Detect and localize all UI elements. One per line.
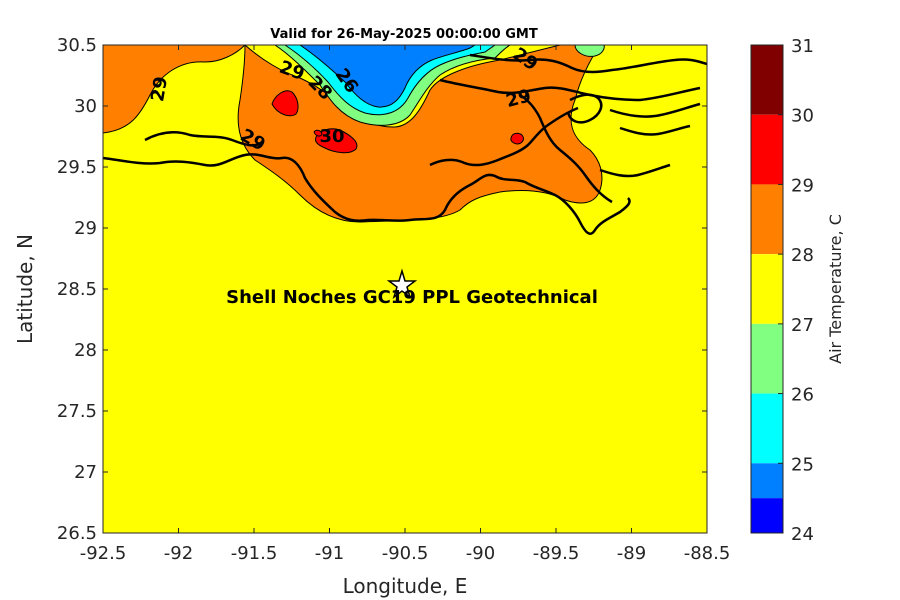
temperature-band-29-central [237,45,603,223]
temperature-patch-30-a [271,90,299,117]
colorbar-tick-label: 31 [791,36,814,57]
temperature-patch-30-c [510,132,524,145]
colorbar-segment [751,184,783,255]
y-tick-label: 29.5 [57,157,97,178]
y-tick-label: 30.5 [57,35,97,56]
colorbar-segment [751,254,783,324]
colorbar-tick-label: 28 [791,245,814,266]
y-tick-label: 29 [74,218,97,239]
x-tick-label: -91.5 [231,543,278,564]
x-axis-label: Longitude, E [343,574,468,598]
y-tick-label: 30 [74,96,97,117]
y-axis-label: Latitude, N [13,234,37,344]
colorbar-label: Air Temperature, C [826,214,845,364]
x-tick-label: -92 [164,543,193,564]
contour-label-30: 30 [319,126,344,147]
x-tick-label: -89.5 [533,543,580,564]
colorbar-segment [751,463,783,499]
x-tick-label: -92.5 [80,543,127,564]
site-label: Shell Noches GC19 PPL Geotechnical [226,287,598,308]
temperature-band-29-west [103,45,246,134]
x-tick-label: -88.5 [684,543,731,564]
y-tick-label: 26.5 [57,523,97,544]
map-plot-area: 29 29 29 28 26 30 29 29 Shell Noches GC1… [102,44,708,534]
star-icon [386,268,418,299]
colorbar-tick-label: 25 [791,454,814,475]
colorbar-tick-label: 29 [791,175,814,196]
y-axis-ticks: 26.5 27 27.5 28 28.5 29 29.5 30 30.5 [57,35,707,544]
temperature-band-25 [299,45,476,108]
contour-label-29-west: 29 [147,75,172,103]
colorbar-tick-label: 26 [791,385,814,406]
colorbar-segment [751,393,783,464]
x-tick-label: -91 [315,543,344,564]
y-tick-label: 28.5 [57,279,97,300]
temperature-band-27-northeast [574,45,605,57]
colorbar-tick-label: 27 [791,315,814,336]
map-title: Valid for 26-May-2025 00:00:00 GMT [270,27,538,42]
colorbar-tick-label: 30 [791,106,814,127]
y-tick-label: 27.5 [57,401,97,422]
x-tick-label: -89 [617,543,646,564]
coastline [103,53,707,235]
colorbar-frame [750,44,784,534]
temperature-patch-30-b [315,128,358,154]
colorbar-tick-label: 24 [791,524,814,545]
temperature-patch-30-d [313,129,323,137]
colorbar-ticks: 31 30 29 28 27 26 25 24 [778,36,814,545]
colorbar [750,44,784,534]
colorbar-segment [751,114,783,185]
colorbar-segment [751,323,783,394]
x-tick-label: -90.5 [382,543,429,564]
y-tick-label: 28 [74,340,97,361]
colorbar-segment [751,45,783,115]
x-tick-label: -90 [466,543,495,564]
y-tick-label: 27 [74,462,97,483]
x-axis-ticks: -92.5 -92 -91.5 -91 -90.5 -90 -89.5 -89 -88.5 [80,45,731,564]
colorbar-segment [751,498,783,533]
